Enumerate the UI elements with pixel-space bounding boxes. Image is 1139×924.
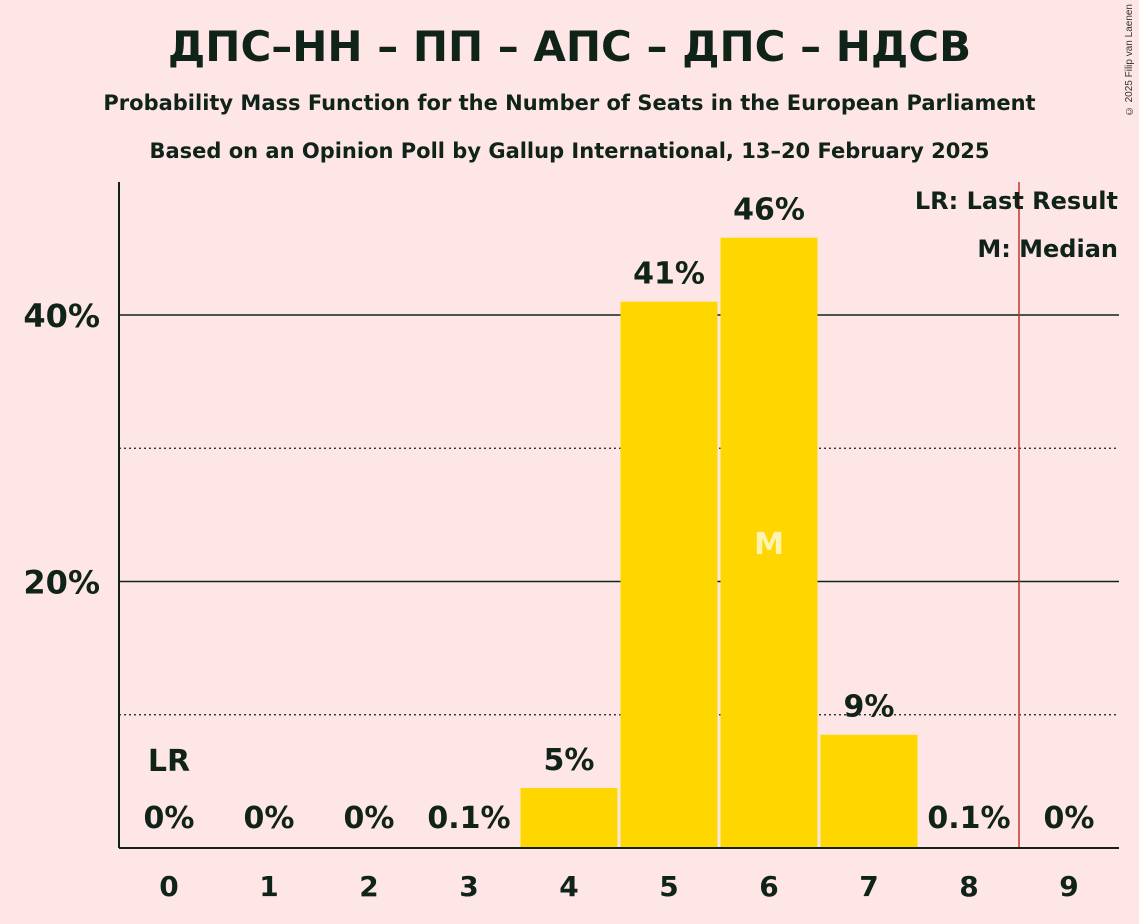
data-label: 0% — [1044, 801, 1095, 836]
data-label: 5% — [544, 743, 595, 778]
data-label: 0% — [144, 801, 195, 836]
bar — [720, 237, 818, 849]
y-tick-label: 40% — [23, 297, 100, 335]
x-tick-label: 2 — [359, 870, 378, 903]
x-tick-label: 3 — [459, 870, 478, 903]
chart-title: ДПС–НН – ПП – АПС – ДПС – НДСВ — [167, 22, 972, 71]
legend-median: M: Median — [977, 235, 1118, 263]
axes: 20% 40% 0 1 2 3 4 5 6 7 8 9 — [23, 182, 1119, 903]
last-result-label: LR — [148, 744, 190, 779]
bar — [620, 301, 718, 848]
x-tick-label: 8 — [959, 870, 978, 903]
x-tick-label: 4 — [559, 870, 578, 903]
data-label: 9% — [844, 690, 895, 725]
data-label: 0.1% — [427, 801, 510, 836]
chart-source: Based on an Opinion Poll by Gallup Inter… — [149, 139, 990, 163]
bar — [820, 734, 918, 848]
x-tick-label: 1 — [259, 870, 278, 903]
chart-subtitle: Probability Mass Function for the Number… — [103, 91, 1036, 115]
data-label: 0% — [344, 801, 395, 836]
data-label: 0% — [244, 801, 295, 836]
data-label: 46% — [733, 193, 805, 228]
legend-last-result: LR: Last Result — [915, 187, 1118, 215]
bars — [520, 237, 918, 849]
x-tick-label: 9 — [1059, 870, 1078, 903]
y-tick-label: 20% — [23, 564, 100, 602]
data-labels: 0% 0% 0% 0.1% 5% 41% 46% 9% 0.1% 0% LR M — [144, 193, 1095, 836]
x-tick-label: 0 — [159, 870, 178, 903]
gridlines — [119, 314, 1119, 716]
x-tick-label: 6 — [759, 870, 778, 903]
x-tick-label: 7 — [859, 870, 878, 903]
median-marker: M — [754, 527, 784, 562]
x-tick-label: 5 — [659, 870, 678, 903]
data-label: 0.1% — [927, 801, 1010, 836]
data-label: 41% — [633, 257, 705, 292]
bar — [520, 788, 618, 848]
